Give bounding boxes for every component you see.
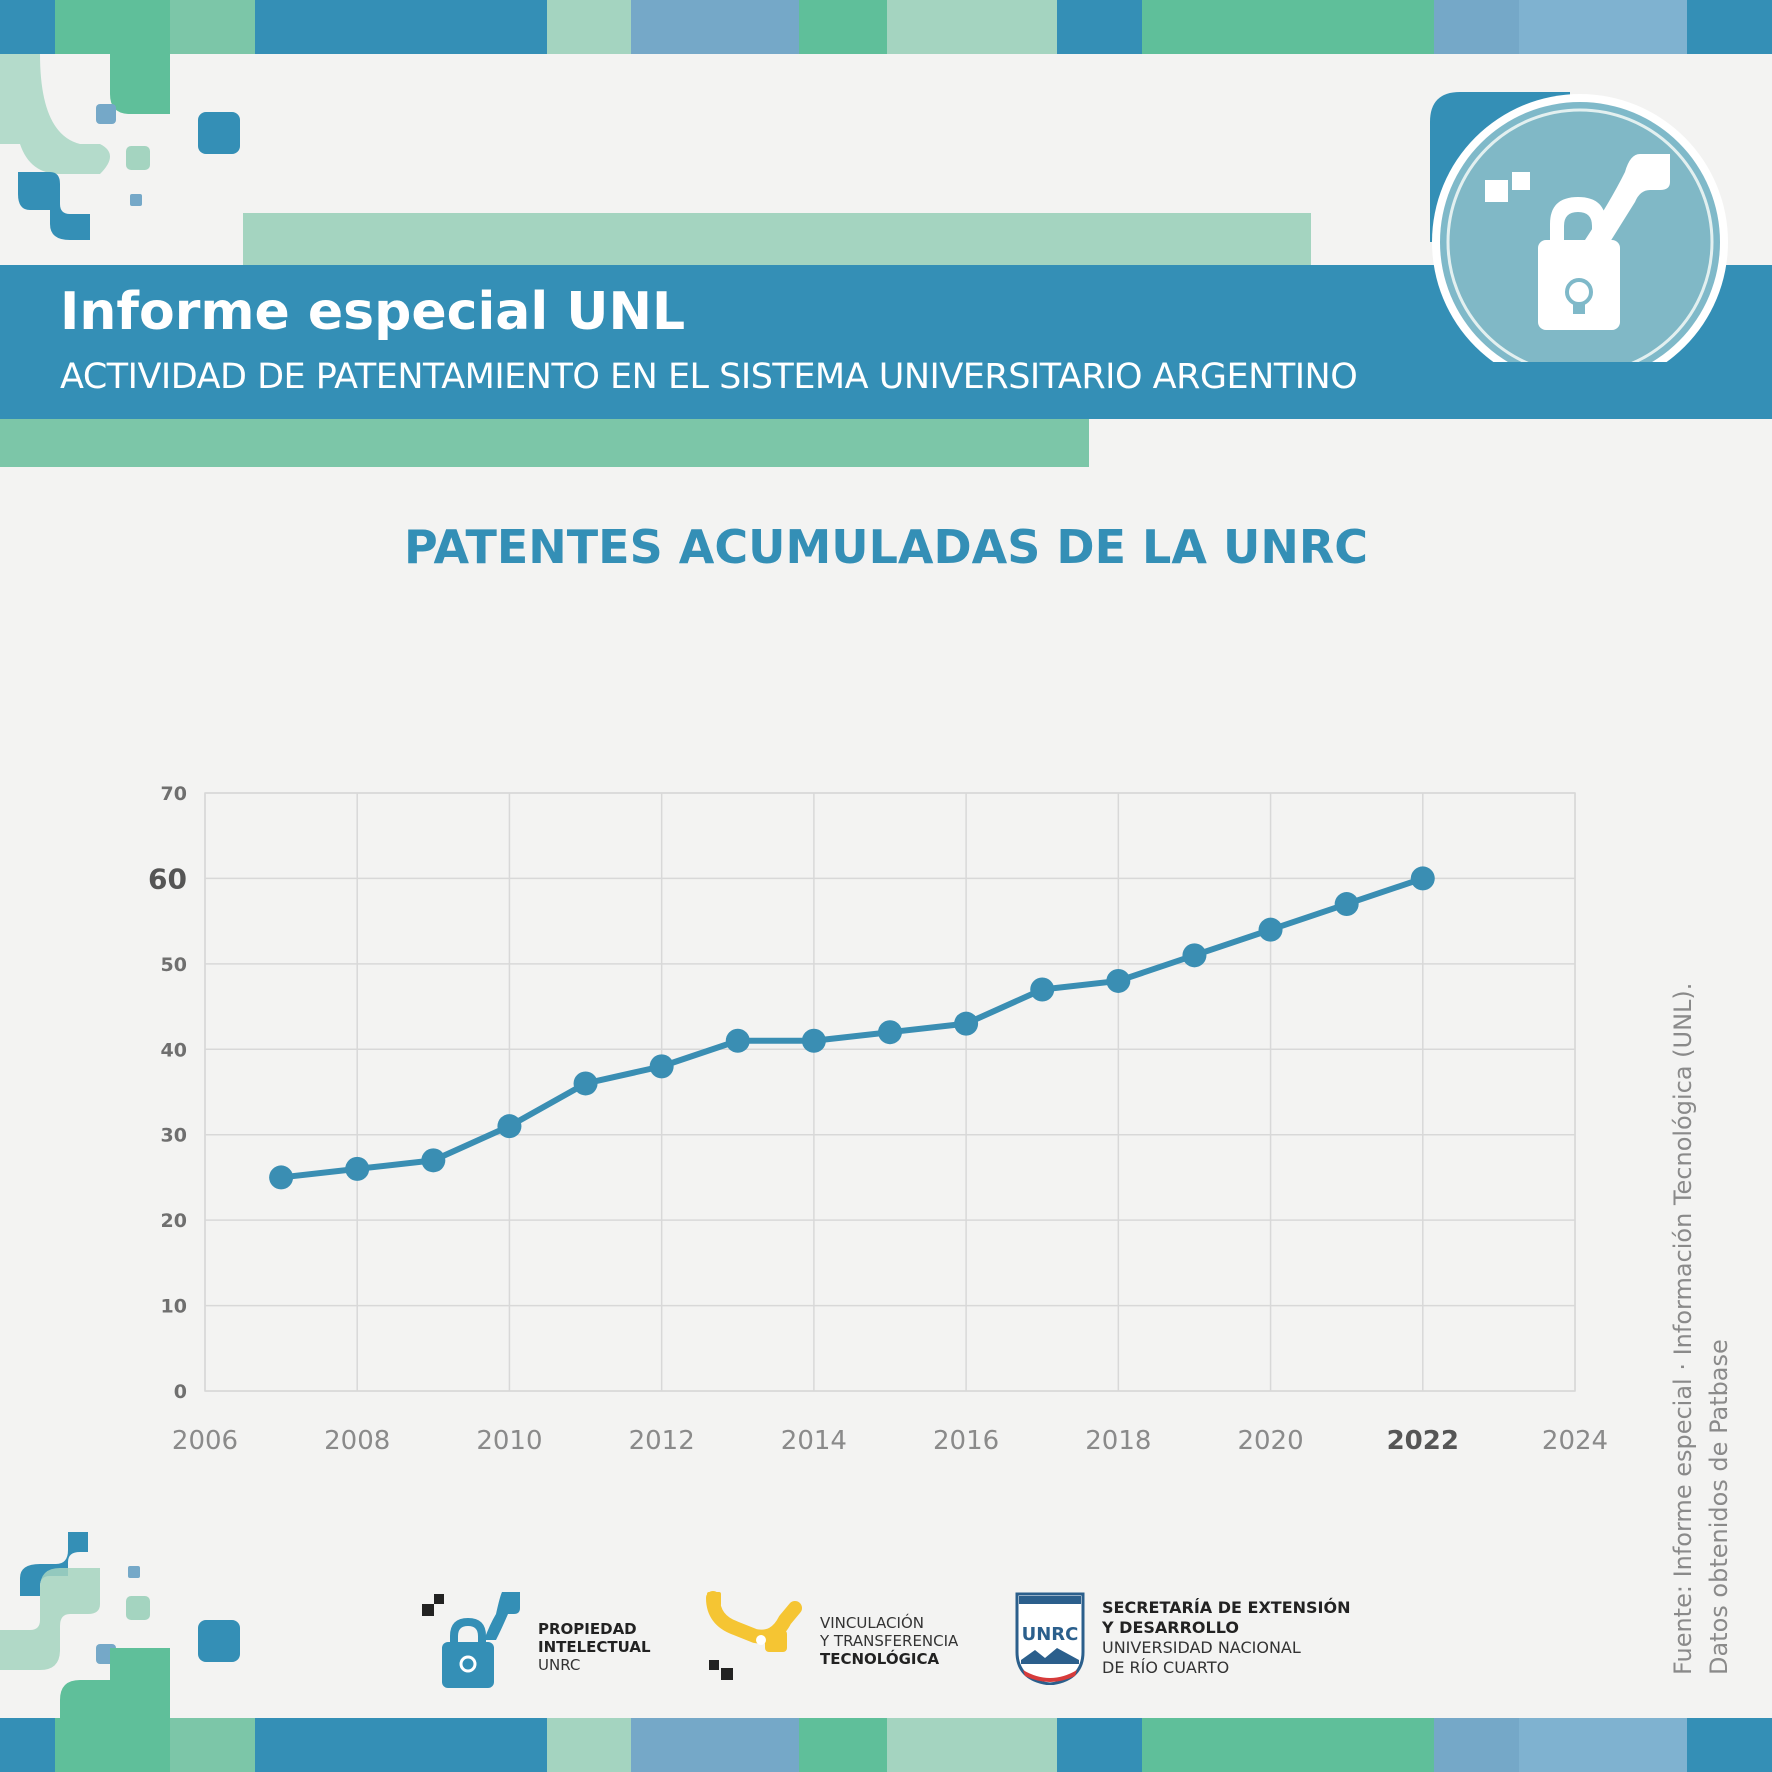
logo-vinculacion-text: VINCULACIÓN Y TRANSFERENCIA TECNOLÓGICA: [820, 1614, 959, 1668]
data-point: [725, 1028, 750, 1053]
emblem-padlock-icon: [1430, 92, 1728, 362]
logo-propiedad-text: PROPIEDAD INTELECTUAL UNRC: [538, 1620, 651, 1674]
y-tick-label: 30: [161, 1125, 187, 1147]
y-tick-label: 40: [161, 1039, 187, 1061]
top-color-stripe: [0, 0, 1772, 54]
data-point: [269, 1165, 294, 1190]
source-line-2: Datos obtenidos de Patbase: [1705, 1339, 1733, 1675]
x-tick-label: 2006: [172, 1426, 238, 1456]
data-point: [421, 1148, 446, 1173]
corner-decoration-top: [0, 54, 240, 240]
chart-axes: 0 10 20 30 40 50 60 70 2006 2008 2010 2012 2014 2016 2…: [148, 783, 1608, 1456]
report-subtitle: ACTIVIDAD DE PATENTAMIENTO EN EL SISTEMA…: [60, 357, 1358, 397]
data-point: [1106, 968, 1131, 993]
accent-bar-upper: [243, 213, 1311, 265]
corner-decoration-bottom: [0, 1532, 240, 1720]
data-point: [954, 1011, 979, 1036]
x-tick-label: 2022: [1387, 1426, 1459, 1456]
x-tick-label: 2020: [1237, 1426, 1303, 1456]
chart-title: PATENTES ACUMULADAS DE LA UNRC: [403, 520, 1369, 574]
data-point: [1410, 866, 1435, 891]
accent-bar-lower: [0, 419, 1089, 467]
data-point: [801, 1028, 826, 1053]
data-point: [573, 1071, 598, 1096]
report-title: Informe especial UNL: [60, 282, 686, 342]
chart-series: [269, 866, 1435, 1190]
data-point: [1334, 892, 1359, 917]
x-tick-label: 2014: [781, 1426, 847, 1456]
y-tick-label: 0: [174, 1381, 187, 1403]
data-point: [497, 1114, 522, 1139]
y-tick-label: 60: [148, 862, 187, 895]
y-tick-label: 10: [161, 1296, 187, 1318]
data-point: [1182, 943, 1207, 968]
network-nodes-icon: [706, 1591, 802, 1680]
x-tick-label: 2024: [1542, 1426, 1608, 1456]
x-tick-label: 2018: [1085, 1426, 1151, 1456]
data-point: [345, 1156, 370, 1181]
y-tick-label: 20: [161, 1210, 187, 1232]
bottom-color-stripe: [0, 1718, 1772, 1772]
y-tick-label: 50: [161, 954, 187, 976]
data-point: [649, 1054, 674, 1079]
source-line-1: Fuente: Informe especial · Información T…: [1669, 982, 1697, 1675]
plot-area: [204, 792, 1576, 1392]
source-note: Fuente: Informe especial · Información T…: [1665, 983, 1737, 1675]
padlock-bulb-icon: [422, 1592, 520, 1688]
x-tick-label: 2010: [476, 1426, 542, 1456]
data-point: [1030, 977, 1055, 1002]
data-point: [1258, 917, 1283, 942]
logo-unrc-text: SECRETARÍA DE EXTENSIÓN Y DESARROLLO UNI…: [1102, 1598, 1351, 1677]
series-line: [280, 875, 1424, 1181]
unrc-shield-icon: UNRC: [1015, 1592, 1085, 1685]
y-tick-label: 70: [161, 783, 187, 805]
x-tick-label: 2008: [324, 1426, 390, 1456]
data-point: [878, 1020, 902, 1045]
chart-grid: [204, 792, 1576, 1392]
x-tick-label: 2012: [629, 1426, 695, 1456]
unrc-badge-text: UNRC: [1022, 1624, 1079, 1645]
x-tick-label: 2016: [933, 1426, 999, 1456]
